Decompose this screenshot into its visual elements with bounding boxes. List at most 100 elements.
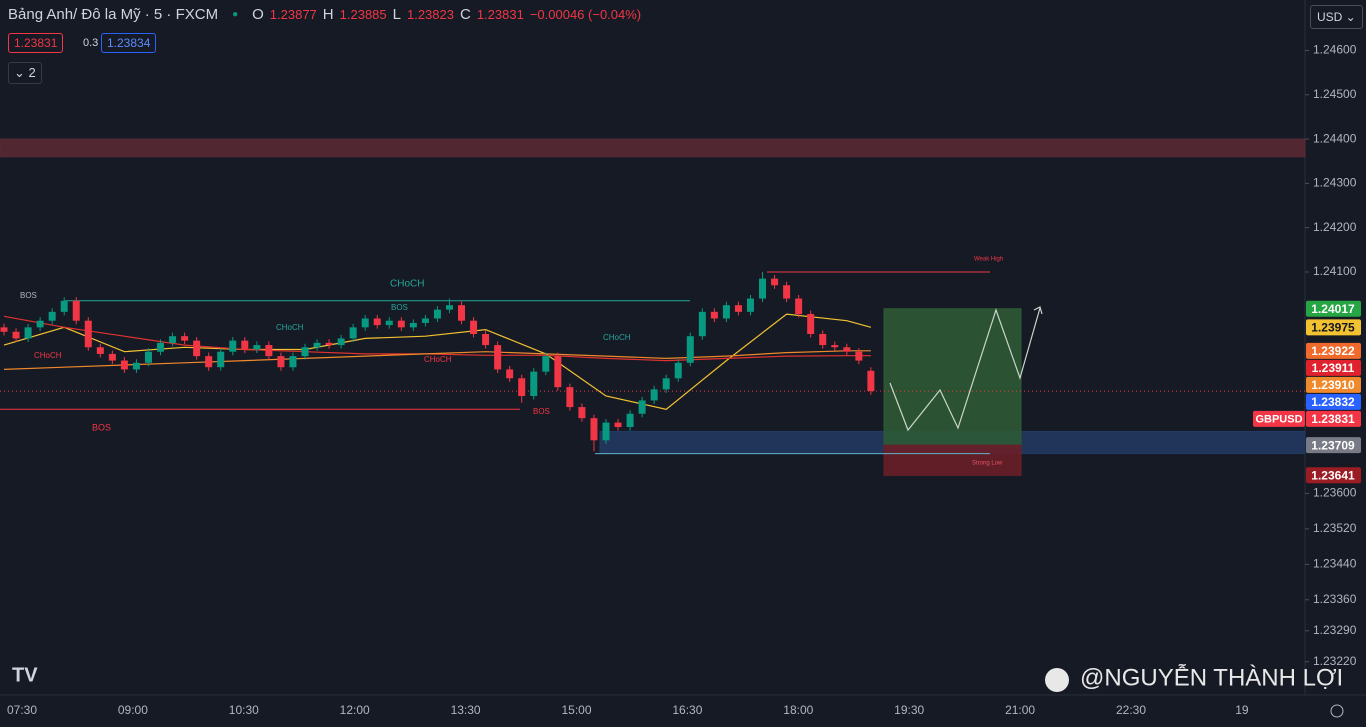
price-tag xyxy=(1306,410,1361,427)
candle-body xyxy=(506,369,514,379)
price-tag xyxy=(1306,359,1361,376)
zone xyxy=(0,138,1306,158)
settings-icon[interactable] xyxy=(1330,704,1344,718)
annotation: BOS xyxy=(20,291,37,300)
candle-body xyxy=(373,318,381,326)
x-tick-label: 15:00 xyxy=(561,703,591,717)
annotation: CHoCH xyxy=(276,323,304,332)
candle-body xyxy=(795,298,803,315)
candle-body xyxy=(361,318,369,328)
candle-body xyxy=(674,362,682,379)
candle-body xyxy=(566,387,574,408)
y-tick-label: 1.24400 xyxy=(1313,131,1357,145)
candle-body xyxy=(72,300,80,321)
candle-body xyxy=(313,342,321,348)
ohlc-value: 1.23823 xyxy=(406,7,454,22)
y-tick-label: 1.23360 xyxy=(1313,592,1357,606)
x-tick-label: 19:30 xyxy=(894,703,924,717)
candle-body xyxy=(397,320,405,328)
ohlc-key: L xyxy=(392,6,401,23)
candle-body xyxy=(638,400,646,414)
candle-body xyxy=(289,356,297,368)
ohlc-value: 1.23877 xyxy=(269,7,317,22)
annotation: CHoCH xyxy=(603,333,631,342)
candle-body xyxy=(530,371,538,397)
candle-body xyxy=(48,311,56,321)
candle-body xyxy=(542,356,550,372)
candle-body xyxy=(445,305,453,310)
symbol[interactable]: Bảng Anh/ Đô la Mỹ · 5 · FXCM xyxy=(8,6,219,23)
price-tag xyxy=(1306,437,1361,454)
x-tick-label: 12:00 xyxy=(340,703,370,717)
price-tag-label: 1.23922 xyxy=(1311,344,1355,358)
price-tag xyxy=(1306,342,1361,359)
price-tag xyxy=(1306,467,1361,484)
candle-body xyxy=(120,360,128,370)
candle-body xyxy=(470,320,478,334)
price-tag-label: 1.23910 xyxy=(1311,378,1355,392)
spread: 0.3 xyxy=(83,37,99,49)
ask-button[interactable]: 1.23834 xyxy=(101,33,157,53)
candle-body xyxy=(301,347,309,357)
candle-body xyxy=(169,336,177,343)
x-tick-label: 09:00 xyxy=(118,703,148,717)
candle-body xyxy=(337,338,345,346)
zone xyxy=(883,308,1022,446)
ma-line xyxy=(3,313,872,410)
price-tag-label: 1.23641 xyxy=(1311,468,1355,482)
price-tag-label: 1.24017 xyxy=(1311,302,1355,316)
candle-body xyxy=(349,327,357,339)
tv-logo: TV xyxy=(12,664,38,686)
watermark: @NGUYỄN THÀNH LỢI xyxy=(1080,662,1343,691)
candle-body xyxy=(108,353,116,361)
y-tick-label: 1.24500 xyxy=(1313,87,1357,101)
x-tick-label: 22:30 xyxy=(1116,703,1146,717)
y-tick-label: 1.23220 xyxy=(1313,654,1357,668)
x-tick-label: 13:30 xyxy=(451,703,481,717)
price-tag xyxy=(1306,376,1361,393)
candle-body xyxy=(12,331,20,339)
y-tick-label: 1.23440 xyxy=(1313,556,1357,570)
candle-body xyxy=(759,278,767,299)
y-tick-label: 1.23600 xyxy=(1313,486,1357,500)
candle-body xyxy=(867,370,875,392)
candle-body xyxy=(602,422,610,441)
candle-body xyxy=(24,327,32,339)
candle-body xyxy=(819,333,827,346)
candle-body xyxy=(698,311,706,337)
price-tag-label: 1.23709 xyxy=(1311,438,1355,452)
currency-select[interactable]: USD ⌄ xyxy=(1310,5,1363,29)
x-tick-label: 21:00 xyxy=(1005,703,1035,717)
y-tick-label: 1.24600 xyxy=(1313,43,1357,57)
y-tick-label: 1.24200 xyxy=(1313,220,1357,234)
candle-body xyxy=(710,311,718,319)
price-tag xyxy=(1306,393,1361,410)
x-tick-label: 10:30 xyxy=(229,703,259,717)
candle-body xyxy=(650,389,658,401)
candle-body xyxy=(831,345,839,348)
candle-body xyxy=(217,351,225,368)
status-dot: ● xyxy=(232,9,239,20)
candle-body xyxy=(325,342,333,346)
candle-body xyxy=(0,327,8,332)
candle-body xyxy=(855,351,863,361)
candle-body xyxy=(84,320,92,348)
candle-body xyxy=(96,347,104,354)
candle-body xyxy=(807,314,815,334)
candle-body xyxy=(518,378,526,397)
candle-body xyxy=(734,305,742,312)
candle-body xyxy=(578,407,586,419)
candle-body xyxy=(241,340,249,350)
annotation: BOS xyxy=(391,303,408,312)
annotation: Weak High xyxy=(974,257,1003,263)
candle-body xyxy=(157,342,165,352)
indicators-toggle[interactable]: ⌄ 2 xyxy=(8,62,42,84)
candle-body xyxy=(253,345,261,350)
projection-path xyxy=(889,307,1041,432)
candle-body xyxy=(265,345,273,357)
candle-body xyxy=(590,418,598,441)
candle-body xyxy=(181,336,189,341)
x-tick-label: 07:30 xyxy=(7,703,37,717)
bid-button[interactable]: 1.23831 xyxy=(8,33,64,53)
